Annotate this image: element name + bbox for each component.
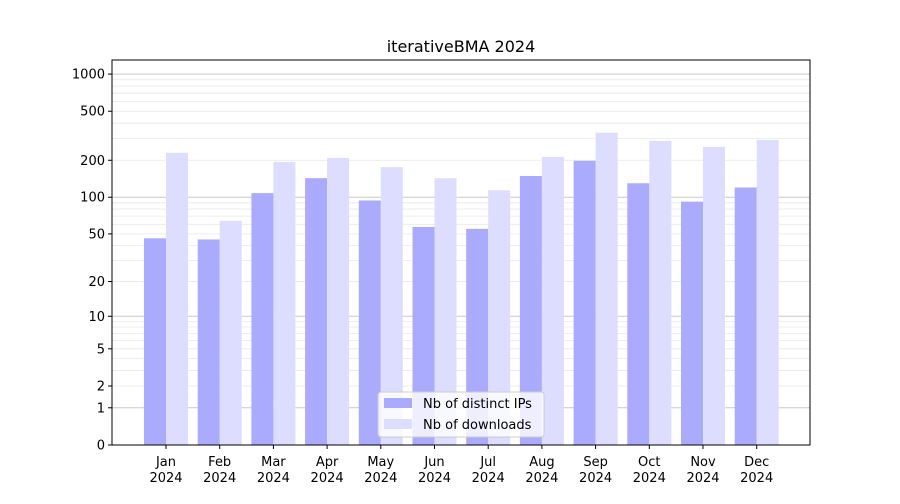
legend-swatch	[384, 419, 412, 429]
bar-distinct-ips	[197, 239, 220, 445]
x-tick-label: Aug 2024	[525, 455, 558, 486]
legend-label: Nb of downloads	[423, 418, 532, 433]
y-tick-label: 500	[80, 105, 105, 120]
x-tick-label: Sep 2024	[579, 455, 612, 486]
x-tick-label: Dec 2024	[740, 455, 773, 486]
bar-downloads	[327, 157, 350, 445]
bar-distinct-ips	[573, 160, 596, 445]
x-tick-label: May 2024	[364, 455, 397, 486]
y-tick-label: 50	[88, 227, 105, 242]
y-tick-label: 5	[97, 342, 105, 357]
y-tick-label: 0	[97, 439, 105, 454]
bar-distinct-ips	[466, 228, 489, 445]
x-tick-label: Feb 2024	[203, 455, 236, 486]
bar-downloads	[166, 152, 188, 445]
bar-distinct-ips	[412, 226, 435, 445]
legend-box	[377, 391, 545, 438]
y-tick-label: 1000	[72, 68, 105, 83]
x-tick-label: Apr 2024	[311, 455, 344, 486]
bar-distinct-ips	[305, 178, 328, 445]
x-tick-label: Jun 2024	[418, 455, 451, 486]
bar-distinct-ips	[358, 200, 381, 445]
legend-swatch	[384, 398, 412, 408]
bar-downloads	[380, 167, 403, 445]
bar-distinct-ips	[251, 193, 274, 445]
bar-downloads	[219, 220, 242, 445]
legend-label: Nb of distinct IPs	[423, 397, 532, 412]
bar-distinct-ips	[681, 201, 703, 445]
bar-downloads	[649, 140, 672, 445]
bar-distinct-ips	[734, 187, 757, 446]
bar-downloads	[703, 146, 725, 445]
bar-downloads	[595, 132, 618, 446]
bar-distinct-ips	[627, 183, 650, 445]
bar-downloads	[541, 156, 564, 446]
chart-title: iterativeBMA 2024	[387, 37, 536, 56]
x-tick-label: Jan 2024	[149, 455, 182, 486]
x-tick-label: Nov 2024	[686, 455, 719, 486]
bar-downloads	[273, 161, 296, 445]
y-tick-label: 200	[80, 154, 105, 169]
y-tick-label: 1	[97, 401, 105, 416]
bar-distinct-ips	[144, 238, 166, 445]
x-tick-label: Oct 2024	[633, 455, 666, 486]
bar-downloads	[488, 190, 511, 445]
y-tick-label: 100	[80, 191, 105, 206]
bar-downloads	[434, 178, 457, 445]
axes-frame	[111, 59, 811, 446]
y-tick-label: 2	[97, 380, 105, 395]
bar-downloads	[756, 139, 779, 445]
y-tick-label: 10	[88, 310, 105, 325]
y-tick-label: 20	[88, 275, 105, 290]
bar-distinct-ips	[519, 175, 542, 445]
x-tick-label: Mar 2024	[257, 455, 290, 486]
x-tick-label: Jul 2024	[472, 455, 505, 486]
